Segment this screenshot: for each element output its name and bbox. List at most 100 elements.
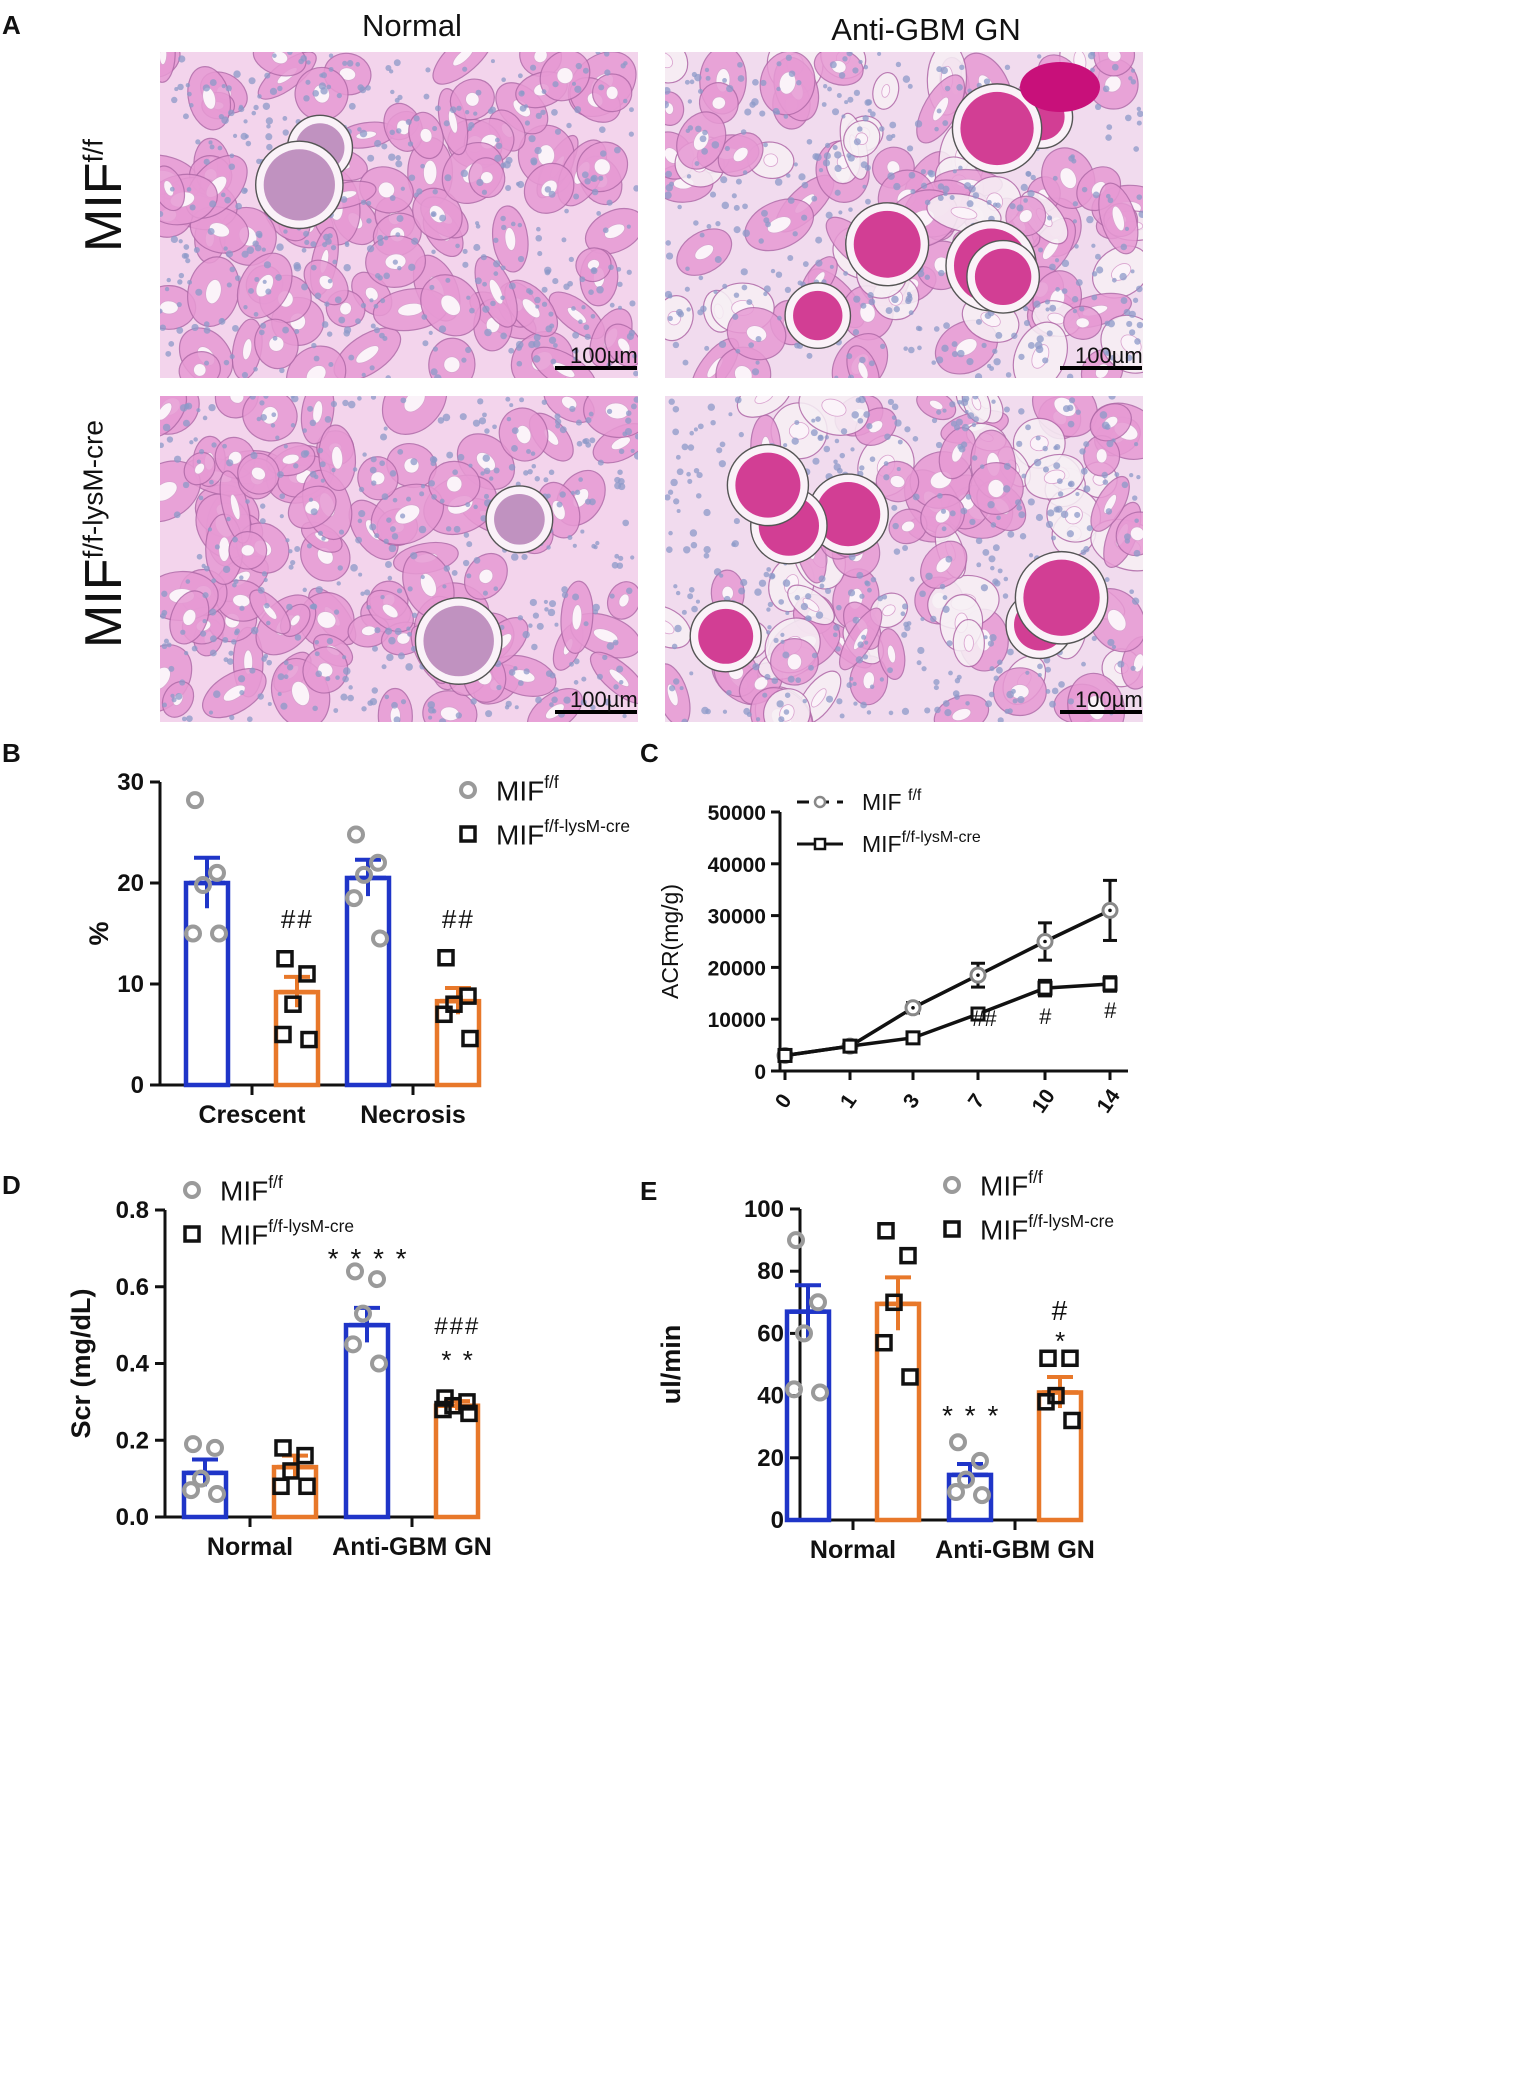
nucleus <box>1131 597 1140 605</box>
nucleus <box>764 673 771 681</box>
nucleus <box>716 447 723 454</box>
nucleus <box>742 170 748 175</box>
legend-label: MIFf/f <box>980 1167 1043 1202</box>
nucleus <box>941 526 947 532</box>
nucleus <box>668 530 673 536</box>
nucleus <box>794 594 801 601</box>
y-tick-label: 0.0 <box>116 1504 149 1531</box>
nucleus <box>924 199 931 206</box>
nucleus <box>315 670 322 678</box>
nucleus <box>1033 300 1041 308</box>
nucleus <box>500 332 507 340</box>
nucleus <box>566 122 572 129</box>
nucleus <box>263 577 268 583</box>
nucleus <box>180 629 186 635</box>
x-tick-label: Necrosis <box>360 1101 466 1129</box>
nucleus <box>276 243 284 251</box>
nucleus <box>541 301 548 307</box>
legend-entry-cre: MIFf/f-lysM-cre <box>797 829 981 857</box>
nucleus <box>182 113 189 120</box>
nucleus <box>987 640 995 647</box>
nucleus <box>367 154 375 162</box>
nucleus <box>359 129 368 138</box>
bar-group <box>784 1231 832 1523</box>
nucleus <box>393 716 401 722</box>
nucleus <box>384 627 393 635</box>
nucleus <box>347 400 356 409</box>
nucleus <box>569 405 576 413</box>
nucleus <box>472 419 481 427</box>
nucleus <box>626 224 631 229</box>
nucleus <box>1083 546 1090 553</box>
nucleus <box>1035 513 1044 522</box>
nucleus <box>1042 445 1048 452</box>
nucleus <box>445 526 452 532</box>
nucleus <box>1061 259 1070 268</box>
nucleus <box>1086 525 1093 532</box>
x-tick-label: 3 <box>899 1090 925 1113</box>
nucleus <box>599 126 606 133</box>
nucleus <box>856 571 864 579</box>
data-point-circle <box>370 1354 388 1373</box>
nucleus <box>490 59 495 64</box>
nucleus <box>500 265 506 271</box>
nucleus <box>261 571 268 577</box>
nucleus <box>176 327 184 334</box>
nucleus <box>483 493 490 500</box>
nucleus <box>1105 193 1111 199</box>
nucleus <box>264 602 270 609</box>
nucleus <box>863 411 871 418</box>
nucleus <box>430 368 438 376</box>
nucleus <box>338 316 346 324</box>
nucleus <box>582 438 588 444</box>
nucleus <box>681 718 688 722</box>
glomerulus <box>793 290 843 341</box>
nucleus <box>617 469 623 475</box>
nucleus <box>410 458 418 466</box>
nucleus <box>972 416 979 423</box>
nucleus <box>265 288 272 295</box>
nucleus <box>758 238 764 244</box>
data-point-circle <box>785 1380 803 1399</box>
nucleus <box>665 183 674 192</box>
nucleus <box>731 540 739 548</box>
nucleus <box>883 461 889 466</box>
nucleus <box>320 87 328 95</box>
nucleus <box>1089 67 1095 73</box>
data-point-square <box>445 995 463 1013</box>
data-point-circle <box>355 865 373 884</box>
nucleus <box>280 702 288 710</box>
x-tick-label: Anti-GBM GN <box>332 1533 492 1560</box>
nucleus <box>685 266 690 272</box>
tubule-lumen <box>240 544 255 557</box>
nucleus <box>633 452 638 460</box>
nucleus <box>271 412 277 418</box>
nucleus <box>940 66 948 75</box>
nucleus <box>531 643 538 651</box>
nucleus <box>699 232 705 238</box>
nucleus <box>592 603 600 612</box>
nucleus <box>960 507 968 515</box>
nucleus <box>670 478 678 487</box>
scale-bar <box>555 366 637 370</box>
nucleus <box>676 509 681 514</box>
nucleus <box>260 322 267 329</box>
nucleus <box>272 335 278 341</box>
nucleus <box>864 164 871 171</box>
nucleus <box>1004 708 1010 714</box>
bar <box>1036 1390 1084 1523</box>
nucleus <box>251 110 257 116</box>
nucleus <box>1130 269 1135 274</box>
nucleus <box>801 181 809 189</box>
nucleus <box>182 481 190 489</box>
nucleus <box>997 659 1003 666</box>
nucleus <box>630 448 635 454</box>
tubule-lumen <box>160 300 179 315</box>
nucleus <box>578 477 583 482</box>
bar-group <box>183 791 231 1088</box>
nucleus <box>955 418 963 426</box>
nucleus <box>996 515 1001 521</box>
nucleus <box>198 495 204 501</box>
tubule-lumen <box>556 67 574 85</box>
data-point-square <box>444 1396 462 1415</box>
